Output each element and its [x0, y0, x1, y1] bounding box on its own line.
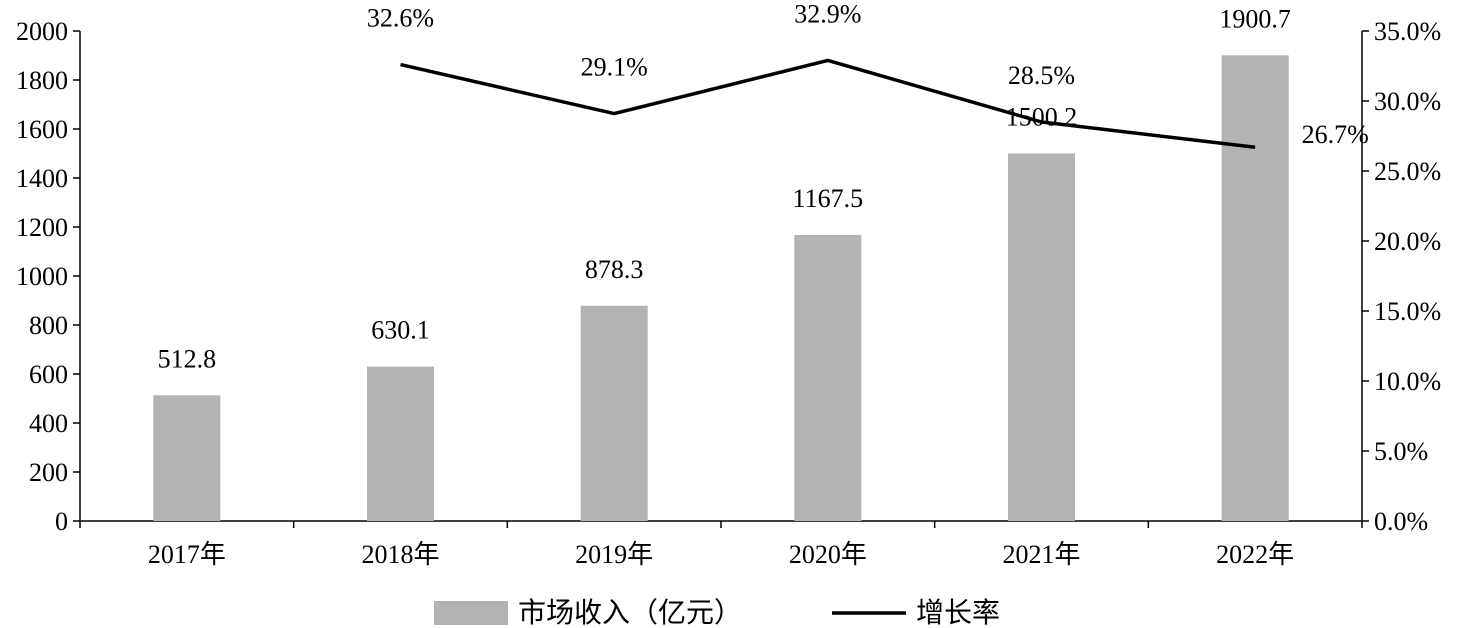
- left-y-tick-label: 0: [55, 507, 68, 536]
- bar-data-label: 878.3: [585, 255, 644, 284]
- right-y-tick-label: 5.0%: [1374, 437, 1428, 466]
- right-y-tick-label: 25.0%: [1374, 157, 1441, 186]
- x-tick-label: 2021年: [1002, 540, 1080, 569]
- legend-bar-swatch: [434, 601, 508, 625]
- left-y-tick-label: 200: [29, 458, 68, 487]
- legend: 市场收入（亿元） 增长率: [434, 596, 1000, 628]
- bar-data-labels: 512.8 630.1 878.3 1167.5 1500.2 1900.7: [158, 4, 1291, 373]
- line-series: [400, 58, 1256, 149]
- line-data-labels: 32.6% 29.1% 32.9% 28.5% 26.7%: [367, 0, 1369, 149]
- bar: [1008, 153, 1075, 522]
- bar-data-label: 1900.7: [1219, 4, 1291, 33]
- x-ticks: 2017年 2018年 2019年 2020年 2021年 2022年: [79, 521, 1363, 569]
- line-data-label: 32.9%: [794, 0, 861, 28]
- right-y-tick-label: 30.0%: [1374, 87, 1441, 116]
- line-data-label: 32.6%: [367, 4, 434, 33]
- right-y-tick-label: 35.0%: [1374, 17, 1441, 46]
- right-y-ticks: 0.0% 5.0% 10.0% 15.0% 20.0% 25.0% 30.0% 35.0%: [1362, 17, 1441, 536]
- growth-rate-line: [400, 58, 1256, 149]
- left-y-tick-label: 600: [29, 360, 68, 389]
- left-y-tick-label: 1600: [16, 115, 68, 144]
- bar: [367, 366, 434, 521]
- legend-line-label: 增长率: [916, 596, 1000, 628]
- line-data-label: 28.5%: [1008, 61, 1075, 90]
- bar-data-label: 1500.2: [1006, 102, 1078, 131]
- bar: [153, 395, 221, 521]
- left-y-tick-label: 1000: [16, 262, 68, 291]
- legend-bar-label: 市场收入（亿元）: [518, 596, 742, 628]
- x-tick-label: 2017年: [148, 540, 226, 569]
- bar-data-label: 630.1: [371, 316, 430, 345]
- left-y-ticks: 0 200 400 600 800 1000 1200 1400 1600 1800 2000: [16, 17, 80, 536]
- line-data-label: 29.1%: [581, 53, 648, 82]
- x-tick-label: 2020年: [789, 540, 867, 569]
- left-y-tick-label: 400: [29, 409, 68, 438]
- x-tick-label: 2022年: [1216, 540, 1294, 569]
- x-tick-label: 2019年: [575, 540, 653, 569]
- bar-data-label: 512.8: [158, 344, 217, 373]
- left-y-tick-label: 800: [29, 311, 68, 340]
- bar: [580, 305, 648, 521]
- line-data-label: 26.7%: [1302, 120, 1369, 149]
- bar: [1221, 55, 1289, 522]
- right-y-tick-label: 20.0%: [1374, 227, 1441, 256]
- bar: [794, 234, 862, 521]
- bar-data-label: 1167.5: [793, 184, 864, 213]
- x-tick-label: 2018年: [361, 540, 439, 569]
- right-y-tick-label: 0.0%: [1374, 507, 1428, 536]
- bar-series: [153, 55, 1289, 522]
- left-y-tick-label: 1400: [16, 164, 68, 193]
- left-y-tick-label: 2000: [16, 17, 68, 46]
- left-y-tick-label: 1800: [16, 66, 68, 95]
- right-y-tick-label: 10.0%: [1374, 367, 1441, 396]
- left-y-tick-label: 1200: [16, 213, 68, 242]
- right-y-tick-label: 15.0%: [1374, 297, 1441, 326]
- plot-area: 0 200 400 600 800 1000 1200 1400 1600 1800 2000 0.…: [16, 0, 1441, 569]
